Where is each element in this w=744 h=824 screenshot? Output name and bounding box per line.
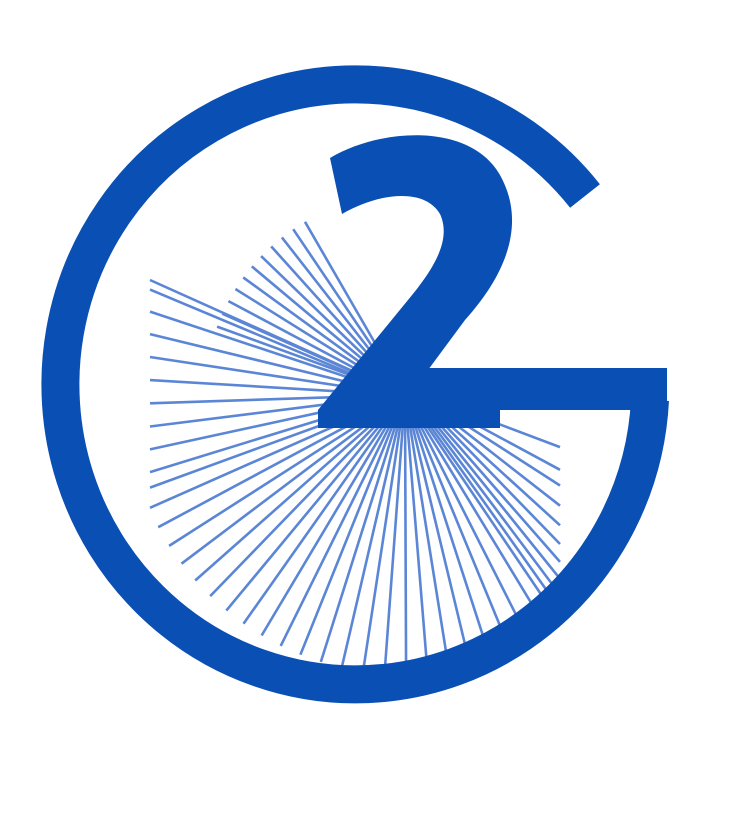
sunburst-ray (242, 276, 380, 378)
sunburst-ray (225, 418, 386, 612)
sunburst-ray (280, 236, 387, 371)
sunburst-ray (428, 415, 562, 580)
sunburst-ray (408, 426, 451, 672)
sunburst-ray (180, 413, 381, 565)
sunburst-ray (149, 355, 374, 393)
sunburst-ray (242, 420, 388, 625)
sunburst-ray (221, 312, 377, 384)
sunburst-ray (234, 287, 379, 380)
sunburst-ray (168, 411, 379, 547)
sunburst-ray (426, 417, 562, 596)
sunburst-ray (227, 299, 378, 382)
sunburst-ray (250, 265, 382, 376)
numeral-two-glyph (318, 135, 513, 428)
sunburst-ray (260, 421, 390, 637)
sunburst-ray (340, 425, 400, 668)
sunburst-ray (299, 424, 395, 656)
sunburst-ray (413, 424, 493, 662)
sunburst-ray (319, 425, 397, 663)
sunburst-ray (260, 255, 383, 374)
sunburst-ray (424, 418, 562, 610)
sunburst-ray (383, 426, 404, 675)
sunburst-ray (209, 417, 384, 598)
sunburst-ray (418, 423, 533, 646)
sunburst-ray (422, 420, 562, 624)
sunburst-ray (149, 288, 376, 385)
sunburst-ray (431, 411, 561, 545)
sunburst-ray (429, 413, 561, 563)
sunburst-ray (411, 425, 472, 668)
sunburst-ray (415, 424, 513, 655)
sunburst-rays-icon (149, 221, 562, 676)
sunburst-ray (403, 426, 408, 676)
sunburst-ray (149, 332, 375, 390)
sunburst-ray (157, 408, 378, 529)
sunburst-ray (149, 310, 375, 388)
sunburst-ray (420, 421, 552, 636)
sunburst-ray (432, 408, 561, 527)
sunburst-ray (279, 423, 392, 647)
sunburst-ray (361, 426, 402, 672)
sunburst-ray (406, 426, 429, 675)
g-ring-arc (41, 65, 669, 704)
sunburst-ray (270, 245, 385, 373)
sunburst-ray (194, 415, 382, 582)
